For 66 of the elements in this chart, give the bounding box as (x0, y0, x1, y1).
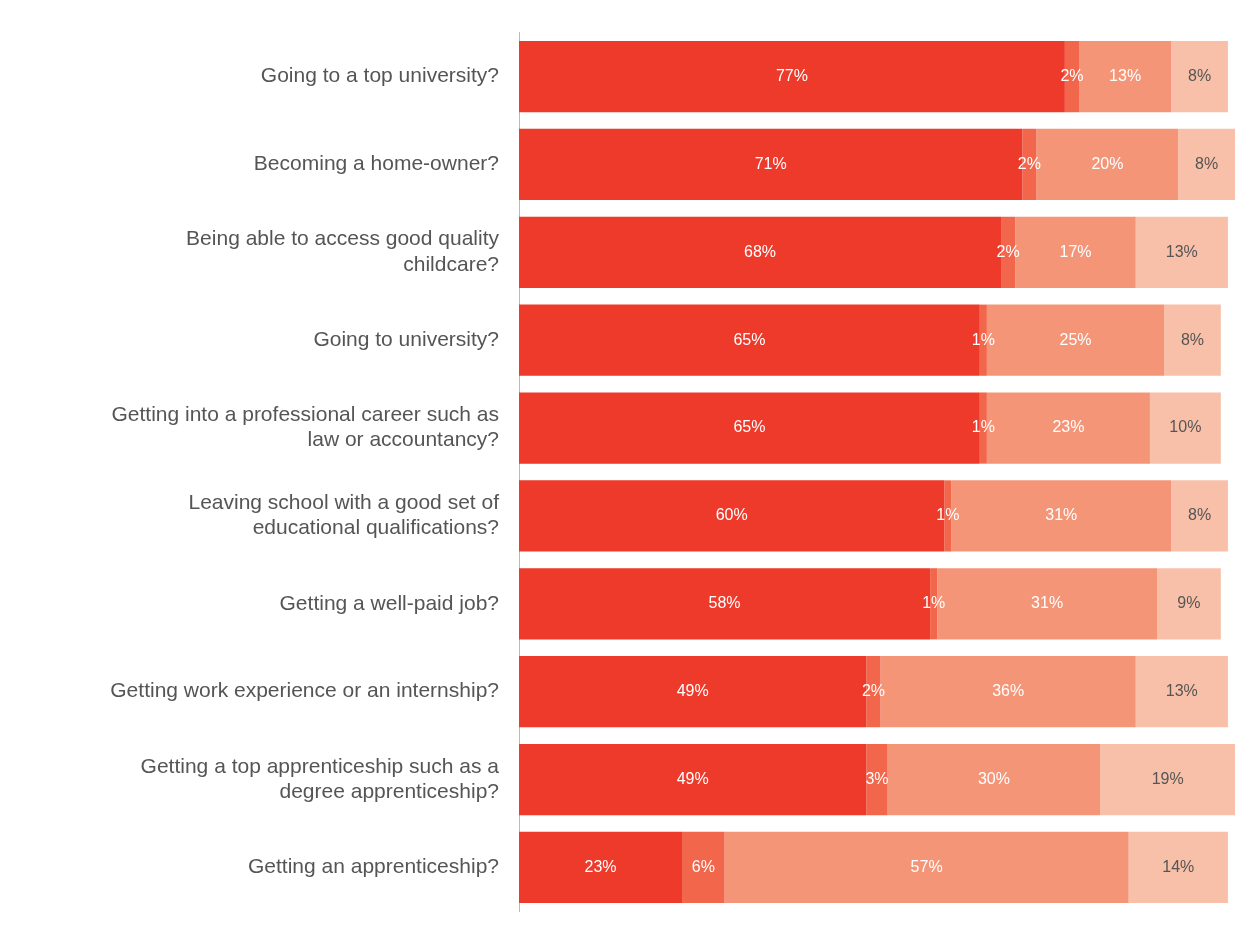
y-tick-label: Getting a well-paid job? (279, 590, 499, 614)
data-label: 23% (584, 857, 617, 875)
data-label: 31% (1031, 594, 1064, 612)
data-label: 57% (910, 857, 943, 875)
data-label: 71% (754, 154, 787, 172)
data-label: 49% (676, 769, 709, 787)
data-label: 1% (971, 330, 995, 348)
data-label: 13% (1165, 242, 1198, 260)
data-label: 8% (1180, 330, 1205, 348)
bar (1149, 392, 1221, 464)
data-label: 68% (744, 242, 777, 260)
data-label: 58% (708, 594, 741, 612)
data-label: 9% (1177, 594, 1201, 612)
y-tick-label: Leaving school with a good set of educational qualifications? (188, 490, 500, 539)
data-label: 1% (936, 506, 960, 524)
y-tick-label: Being able to access good quality childcare? (186, 226, 500, 275)
data-label: 60% (715, 506, 748, 524)
y-tick-label: Getting into a professional career such as law or accountancy? (111, 402, 499, 451)
data-label: 8% (1187, 506, 1212, 524)
y-tick-label: Getting a top apprenticeship such as a degree apprenticeship? (140, 753, 500, 802)
bar (1157, 568, 1221, 640)
data-label: 6% (691, 857, 715, 875)
y-tick-label: Becoming a home-owner? (253, 151, 499, 175)
bar (1100, 743, 1235, 816)
bar (1135, 656, 1228, 728)
bar (682, 831, 725, 904)
data-label: 49% (676, 682, 709, 700)
bar (519, 743, 867, 816)
data-label: 20% (1091, 154, 1124, 172)
bar (1164, 304, 1221, 376)
data-label: 19% (1151, 769, 1184, 787)
data-label: 23% (1052, 418, 1085, 436)
data-label: 2% (861, 682, 886, 700)
data-label: 2% (1017, 154, 1041, 172)
data-label: 1% (971, 418, 995, 436)
data-label: 8% (1187, 66, 1212, 84)
data-label: 25% (1059, 330, 1092, 348)
data-label: 77% (775, 66, 808, 84)
data-label: 1% (922, 594, 946, 612)
bar (1178, 128, 1235, 201)
bar (1128, 831, 1228, 904)
bar (519, 831, 683, 904)
data-label: 2% (1060, 66, 1084, 84)
bar (866, 743, 888, 816)
bar (1171, 480, 1228, 552)
data-label: 13% (1109, 66, 1142, 84)
data-label: 2% (996, 242, 1020, 260)
data-label: 3% (865, 769, 889, 787)
data-label: 14% (1162, 857, 1195, 875)
data-label: 8% (1195, 154, 1219, 172)
y-tick-label: Getting an apprenticeship? (247, 854, 499, 878)
data-label: 30% (977, 769, 1010, 787)
bar (1171, 40, 1228, 113)
data-label: 13% (1165, 682, 1198, 700)
data-label: 36% (992, 682, 1025, 700)
data-label: 65% (733, 418, 766, 436)
data-label: 17% (1059, 242, 1092, 260)
bar (1135, 216, 1228, 288)
y-tick-label: Going to university? (313, 326, 499, 350)
data-label: 31% (1045, 506, 1078, 524)
bar (887, 743, 1101, 816)
y-tick-label: Going to a top university? (260, 63, 499, 87)
data-label: 10% (1169, 418, 1202, 436)
bar (724, 831, 1129, 904)
y-tick-label: Getting work experience or an internship? (110, 678, 499, 702)
data-label: 65% (733, 330, 766, 348)
